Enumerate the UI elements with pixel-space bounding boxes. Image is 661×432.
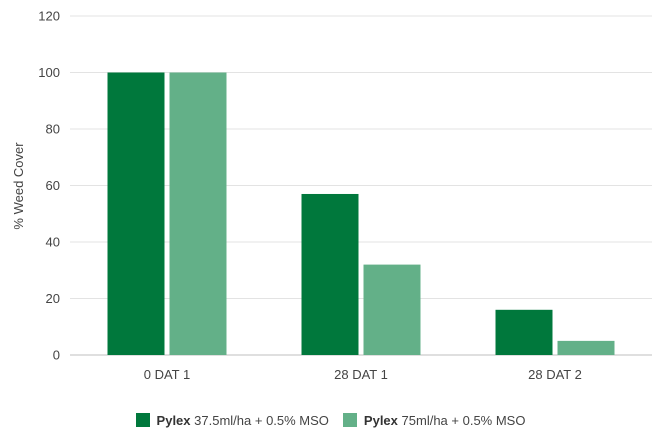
y-tick-label: 40 bbox=[46, 235, 60, 250]
x-tick-label: 28 DAT 2 bbox=[528, 367, 582, 382]
y-tick-label: 60 bbox=[46, 178, 60, 193]
legend-swatch-series-1 bbox=[135, 413, 150, 427]
bar-series-2-28-dat-1 bbox=[363, 264, 421, 355]
bar-series-2-28-dat-2 bbox=[557, 340, 615, 355]
bars bbox=[107, 72, 615, 355]
x-tick-label: 0 DAT 1 bbox=[144, 367, 190, 382]
y-tick-label: 0 bbox=[53, 348, 60, 363]
legend-label-bold-series-1: Pylex bbox=[156, 412, 191, 428]
bar-series-1-28-dat-1 bbox=[301, 193, 359, 355]
legend-swatch-series-2 bbox=[342, 413, 357, 427]
legend-item-series-2: Pylex 75ml/ha + 0.5% MSO bbox=[342, 412, 526, 428]
bar-series-1-28-dat-2 bbox=[495, 309, 553, 355]
gridlines bbox=[70, 15, 652, 356]
y-axis-label: % Weed Cover bbox=[11, 142, 26, 230]
x-axis-ticks: 0 DAT 1 28 DAT 1 28 DAT 2 bbox=[144, 367, 582, 382]
y-tick-label: 120 bbox=[38, 9, 60, 24]
y-axis-ticks: 0 20 40 60 80 100 120 bbox=[38, 9, 60, 363]
x-tick-label: 28 DAT 1 bbox=[334, 367, 388, 382]
bar-series-2-0-dat-1 bbox=[169, 72, 227, 355]
legend-label-bold-series-2: Pylex bbox=[363, 412, 398, 428]
legend-label-series-2: 75ml/ha + 0.5% MSO bbox=[401, 412, 526, 428]
bar-series-1-0-dat-1 bbox=[107, 72, 165, 355]
y-tick-label: 80 bbox=[46, 122, 60, 137]
y-tick-label: 20 bbox=[46, 291, 60, 306]
legend: Pylex 37.5ml/ha + 0.5% MSO Pylex 75ml/ha… bbox=[0, 410, 661, 430]
legend-label-series-1: 37.5ml/ha + 0.5% MSO bbox=[194, 412, 329, 428]
y-tick-label: 100 bbox=[38, 65, 60, 80]
legend-item-series-1: Pylex 37.5ml/ha + 0.5% MSO bbox=[135, 412, 329, 428]
